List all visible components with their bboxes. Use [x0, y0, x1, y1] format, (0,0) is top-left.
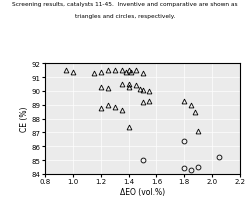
Text: triangles and circles, respectively.: triangles and circles, respectively.	[75, 14, 175, 19]
X-axis label: ΔEO (vol.%): ΔEO (vol.%)	[120, 187, 165, 196]
Text: Screening results, catalysts 11-45.  Inventive and comparative are shown as: Screening results, catalysts 11-45. Inve…	[12, 2, 238, 7]
Y-axis label: CE (%): CE (%)	[20, 106, 29, 132]
